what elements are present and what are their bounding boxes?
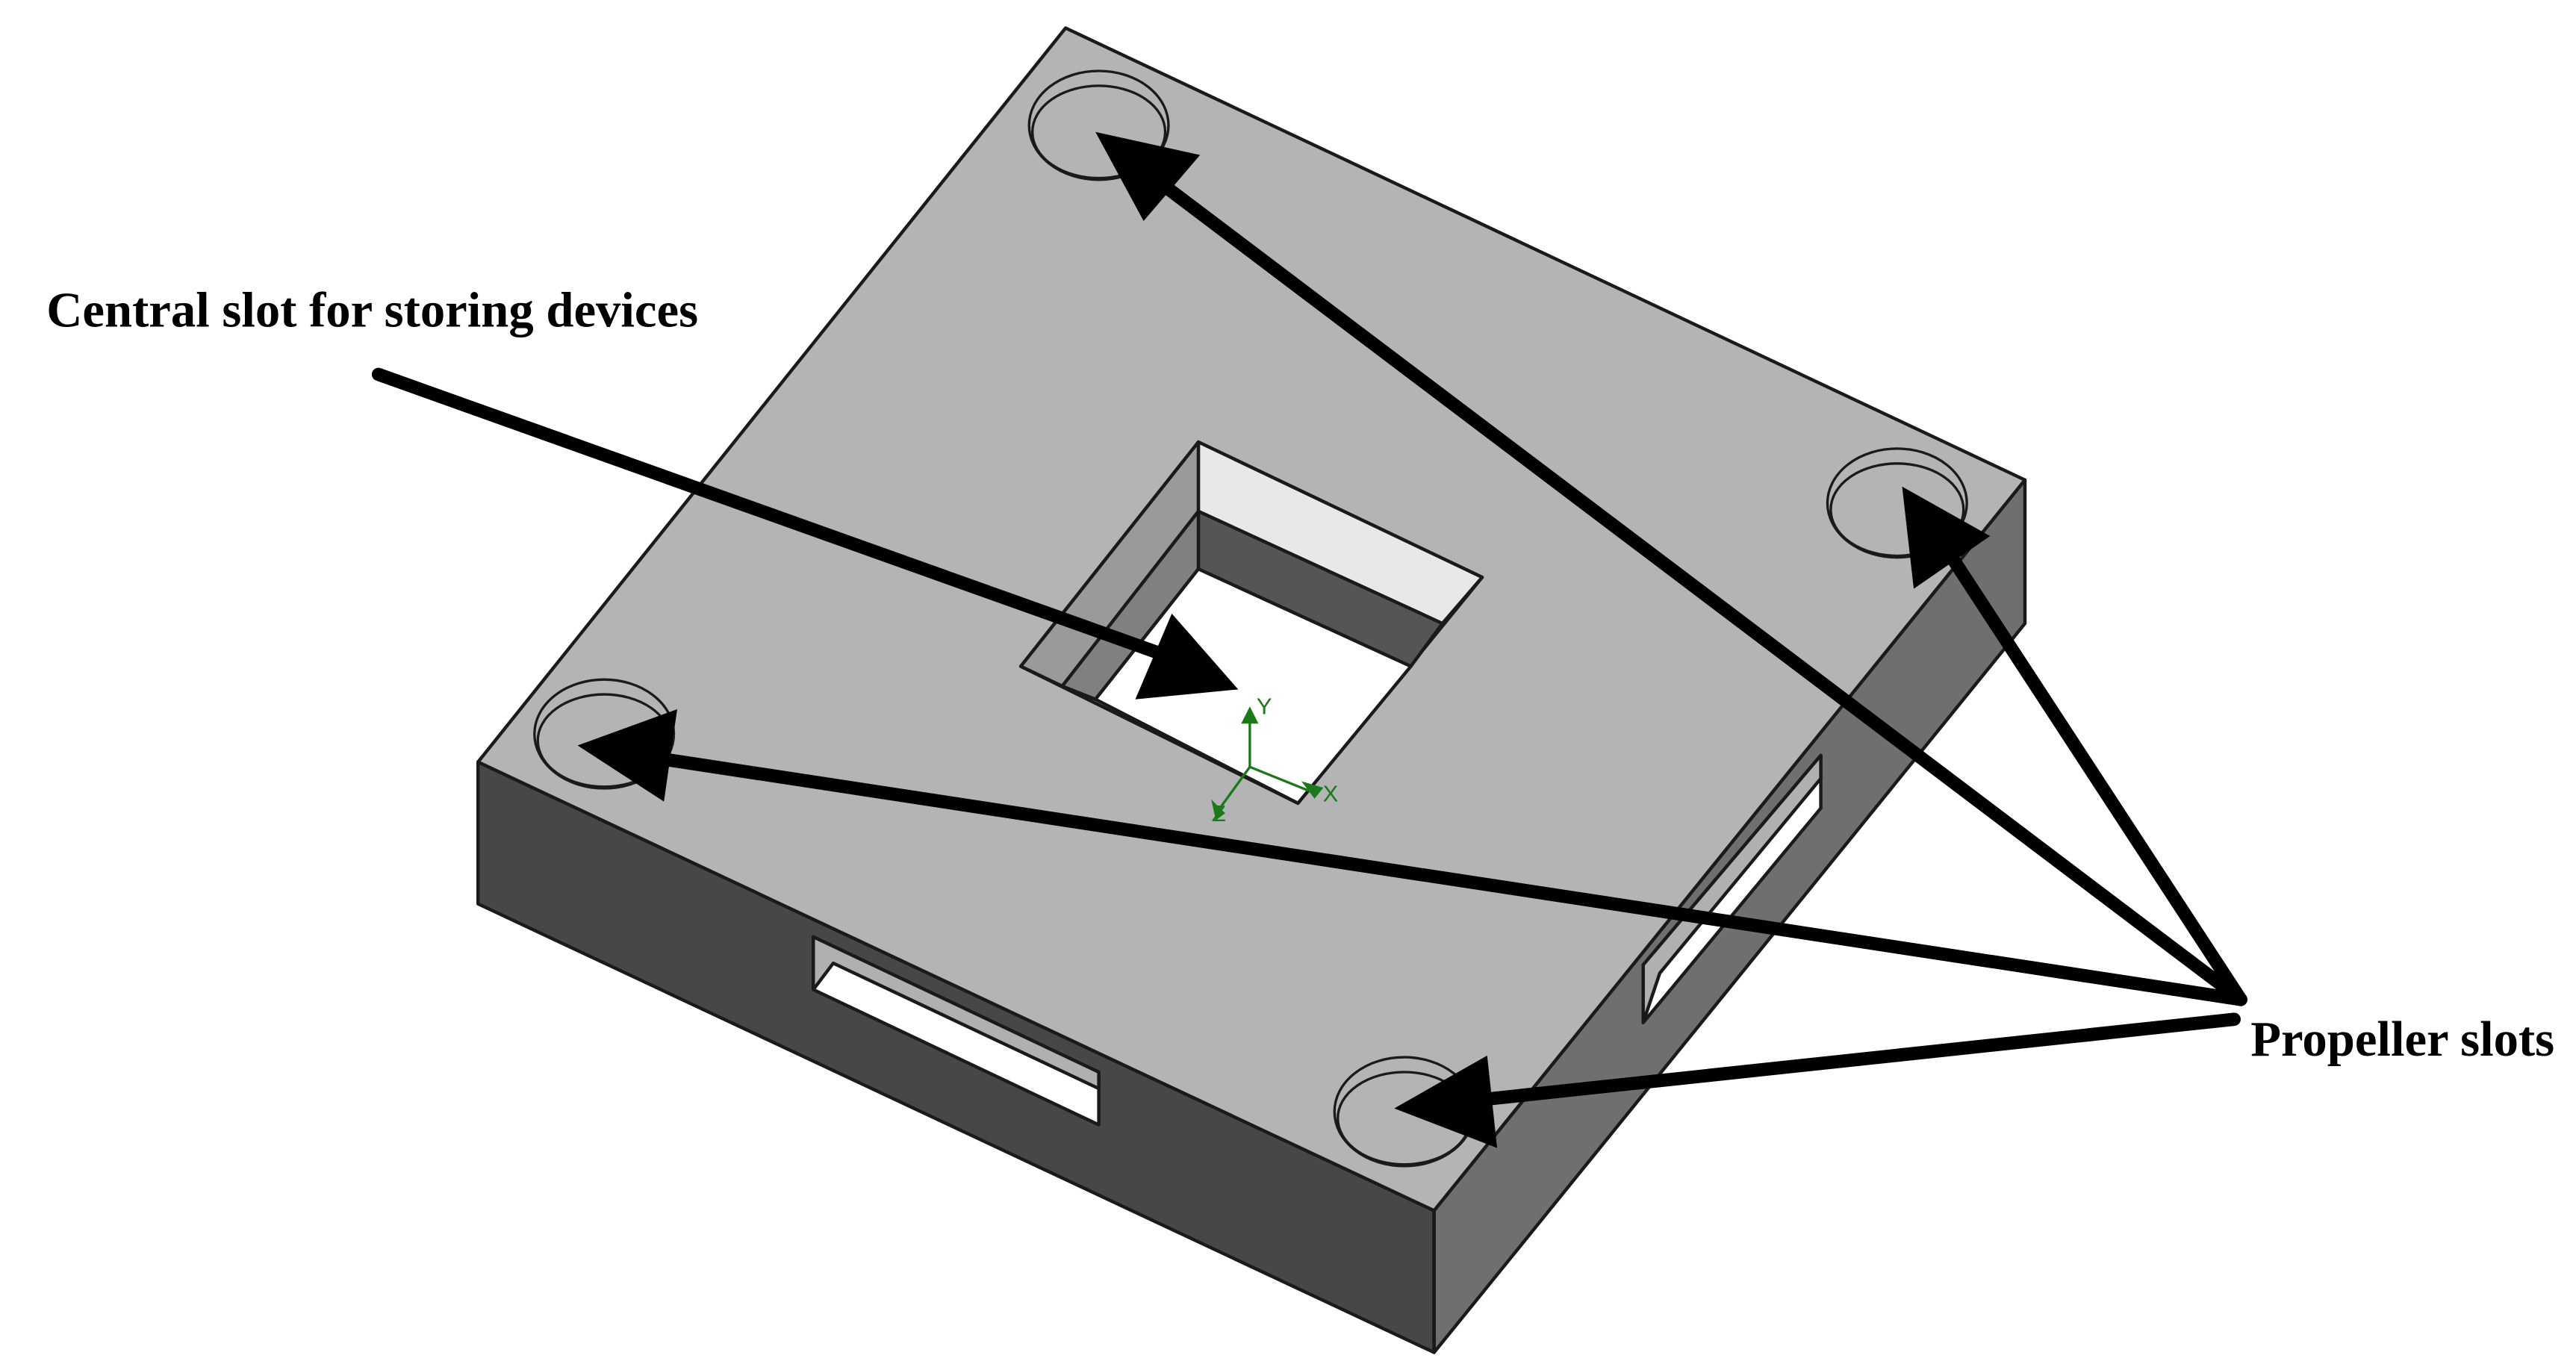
callout-propeller-slots — [577, 131, 2247, 1148]
axis-triad: Y X Z — [1211, 694, 1339, 826]
right-side-slot — [1641, 753, 1823, 1024]
central-slot-label: Central slot for storing devices — [46, 284, 698, 338]
callout-central-slot — [371, 367, 1239, 700]
axis-label-z: Z — [1212, 800, 1226, 826]
front-side-slot — [812, 935, 1101, 1127]
propeller-slots-label: Propeller slots — [2250, 1012, 2554, 1067]
axis-label-x: X — [1323, 781, 1339, 807]
propeller-slot-top — [1027, 69, 1170, 181]
axis-label-y: Y — [1257, 694, 1272, 720]
propeller-slot-right — [1826, 447, 1968, 559]
